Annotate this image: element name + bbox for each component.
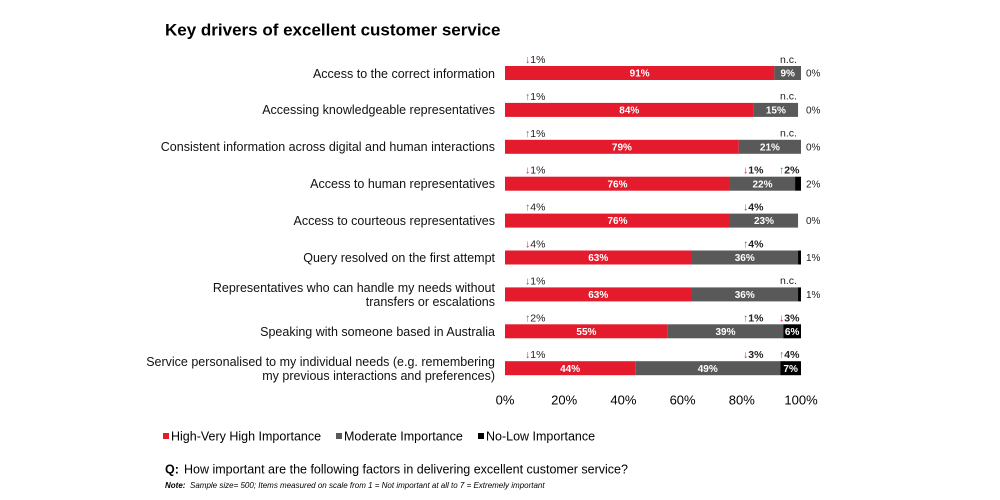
bar-segment <box>798 287 801 302</box>
change-label: ↑1% <box>743 312 764 324</box>
change-label: ↓1% <box>743 164 764 176</box>
change-label: ↓1% <box>525 349 545 361</box>
category-label: Query resolved on the first attempt <box>303 251 495 265</box>
change-label: ↑1% <box>525 91 545 103</box>
bar-segment <box>691 287 799 302</box>
legend-swatch <box>336 433 342 439</box>
question: How important are the following factors … <box>184 462 628 476</box>
legend-swatch <box>163 433 169 439</box>
chart-title: Key drivers of excellent customer servic… <box>165 20 500 39</box>
value-label: 39% <box>716 327 736 338</box>
bar-segment <box>505 250 692 265</box>
category-label: Service personalised to my individual ne… <box>146 354 495 383</box>
change-label: ↓4% <box>743 201 764 213</box>
value-label: 63% <box>588 253 608 264</box>
value-label: 0% <box>806 106 821 117</box>
category-label: Access to the correct information <box>312 66 495 81</box>
note-label: Note: <box>165 481 186 490</box>
value-label: 36% <box>735 253 755 264</box>
bar-segment <box>505 139 739 154</box>
value-label: 2% <box>806 179 821 190</box>
x-tick-label: 0% <box>496 392 515 407</box>
bar-segment <box>505 102 754 117</box>
bar-segment <box>738 139 801 154</box>
x-tick-label: 100% <box>784 392 818 407</box>
value-label: 0% <box>806 142 821 153</box>
x-tick-label: 60% <box>670 392 696 407</box>
legend-swatch <box>478 433 484 439</box>
value-label: 76% <box>607 216 627 227</box>
bar-segment <box>635 361 781 376</box>
value-label: 23% <box>754 216 774 227</box>
value-label: 22% <box>753 179 773 190</box>
bar-segment <box>729 213 799 228</box>
category-label: Speaking with someone based in Australia <box>260 324 495 339</box>
category-label: Consistent information across digital an… <box>160 140 495 155</box>
bar-segment <box>667 324 784 339</box>
bar-segment <box>505 66 775 80</box>
change-label: ↑1% <box>525 128 545 140</box>
change-label: n.c. <box>780 54 797 66</box>
value-label: 36% <box>735 290 755 301</box>
value-label: 1% <box>806 253 821 264</box>
value-label: 55% <box>576 327 596 338</box>
change-label: ↓1% <box>525 164 545 176</box>
x-tick-label: 80% <box>729 392 755 407</box>
x-tick-label: 40% <box>610 392 636 407</box>
question-label: Q: <box>165 462 179 476</box>
bar-segment <box>729 176 796 191</box>
value-label: 0% <box>806 216 821 227</box>
change-label: ↓1% <box>525 275 545 287</box>
value-label: 1% <box>806 290 821 301</box>
value-label: 91% <box>630 69 650 80</box>
change-label: ↑2% <box>525 312 545 324</box>
value-label: 76% <box>607 179 627 190</box>
value-label: 44% <box>560 364 580 375</box>
value-label: 0% <box>806 69 821 80</box>
bar-segment <box>795 176 801 191</box>
change-label: ↓3% <box>743 349 764 361</box>
bar-segment <box>505 287 692 302</box>
change-label: ↓4% <box>525 238 545 250</box>
change-label: ↑4% <box>779 349 800 361</box>
bar-segment <box>505 176 730 191</box>
change-label: ↑4% <box>525 201 545 213</box>
change-label: ↑4% <box>743 238 764 250</box>
value-label: 84% <box>619 106 639 117</box>
category-label: Representatives who can handle my needs … <box>212 280 495 309</box>
bar-segment <box>798 250 801 265</box>
change-label: ↓3% <box>779 312 800 324</box>
value-label: 9% <box>780 69 795 80</box>
x-tick-label: 20% <box>551 392 577 407</box>
legend-label: High-Very High Importance <box>171 429 321 443</box>
bar-segment <box>753 102 799 117</box>
value-label: 6% <box>785 327 800 338</box>
bar-segment <box>774 66 801 80</box>
category-label: Access to courteous representatives <box>293 214 496 229</box>
bar-segment <box>505 213 730 228</box>
legend-label: Moderate Importance <box>344 429 463 443</box>
change-label: ↑2% <box>779 164 800 176</box>
bar-segment <box>783 324 801 339</box>
value-label: 7% <box>783 364 798 375</box>
change-label: ↓1% <box>525 54 545 66</box>
category-label: Accessing knowledgeable representatives <box>262 103 495 118</box>
value-label: 63% <box>588 290 608 301</box>
bar-segment <box>691 250 799 265</box>
value-label: 49% <box>698 364 718 375</box>
note: Sample size= 500; Items measured on scal… <box>190 481 545 490</box>
value-label: 21% <box>760 142 780 153</box>
bar-segment <box>505 324 668 339</box>
value-label: 15% <box>766 106 786 117</box>
category-label: Access to human representatives <box>310 177 495 192</box>
change-label: n.c. <box>780 275 797 287</box>
change-label: n.c. <box>780 91 797 103</box>
bar-segment <box>780 361 801 376</box>
bar-segment <box>505 361 636 376</box>
change-label: n.c. <box>780 128 797 140</box>
legend-label: No-Low Importance <box>486 429 595 443</box>
value-label: 79% <box>612 142 632 153</box>
